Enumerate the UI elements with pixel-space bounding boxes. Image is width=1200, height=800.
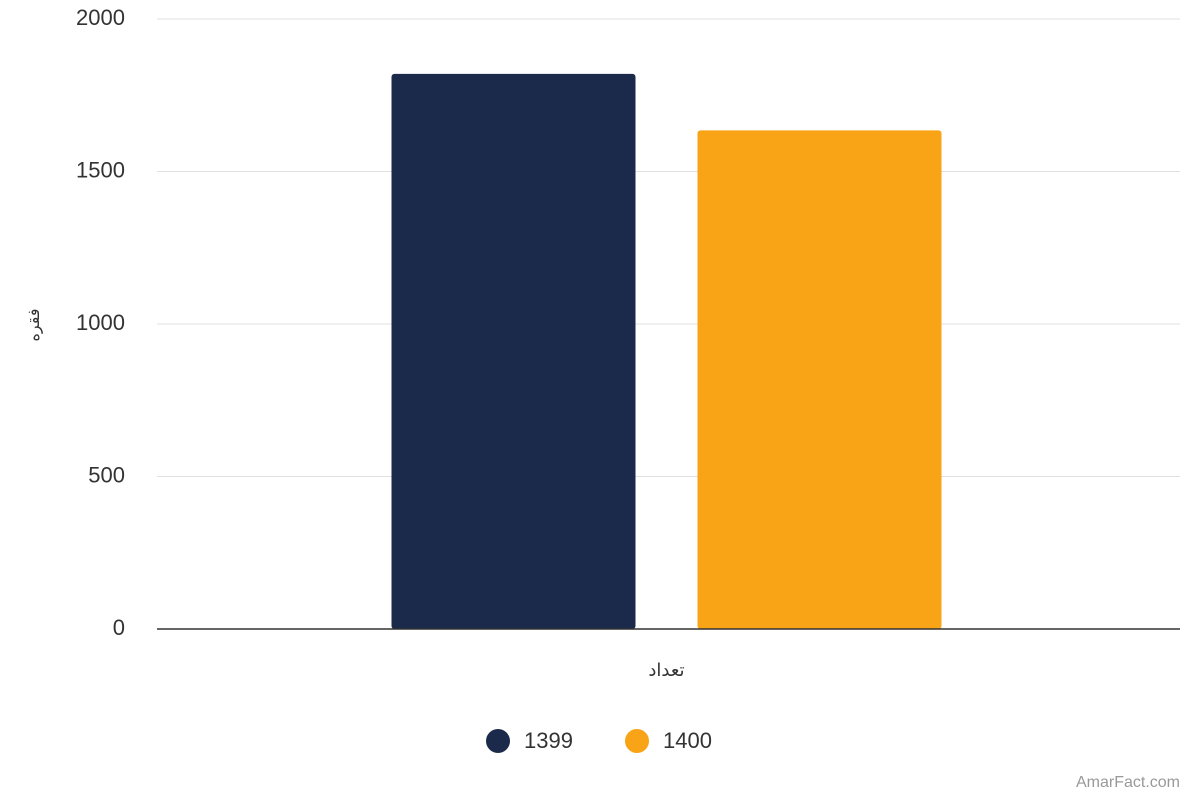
y-axis-label: فقره bbox=[26, 309, 44, 342]
bar bbox=[391, 73, 636, 629]
legend-label: 1400 bbox=[663, 728, 712, 753]
legend-marker bbox=[486, 729, 510, 753]
bar bbox=[697, 130, 942, 629]
legend-label: 1399 bbox=[524, 728, 573, 753]
y-tick-label: 1500 bbox=[76, 157, 125, 182]
x-tick-label: تعداد bbox=[648, 660, 684, 680]
y-tick-label: 2000 bbox=[76, 5, 125, 30]
y-tick-label: 1000 bbox=[76, 310, 125, 335]
y-tick-label: 500 bbox=[88, 462, 125, 487]
watermark: AmarFact.com bbox=[1076, 774, 1180, 791]
y-tick-label: 0 bbox=[113, 615, 125, 640]
legend-marker bbox=[625, 729, 649, 753]
